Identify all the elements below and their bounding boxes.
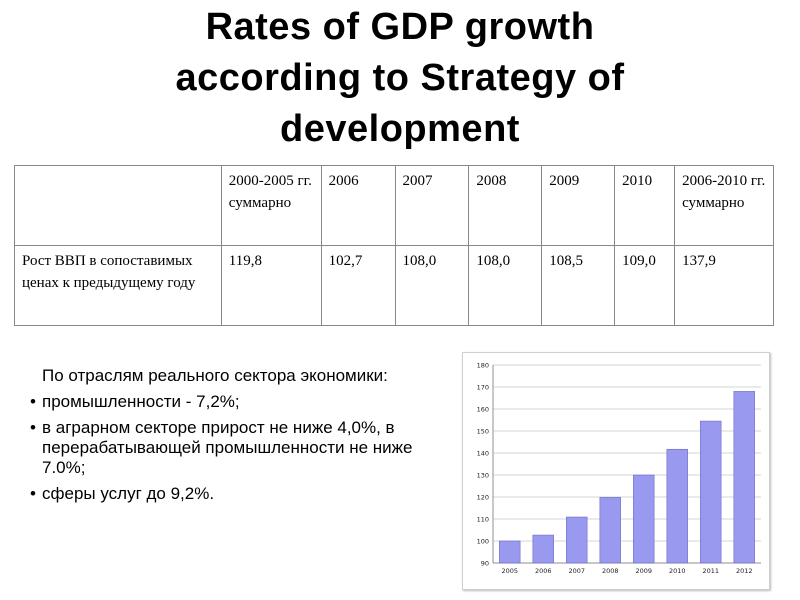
- bar: [566, 516, 588, 564]
- table-row-label: Рост ВВП в сопоставимых ценах к предыдущ…: [14, 245, 222, 326]
- list-item-text: сферы услуг до 9,2%.: [42, 484, 215, 503]
- bullet-list: • промышленности - 7,2%; • в аграрном сект…: [26, 392, 436, 504]
- bar: [532, 534, 554, 564]
- page-title: Rates of GDP growth according to Strateg…: [0, 2, 800, 155]
- title-line-1: Rates of GDP growth: [205, 6, 595, 48]
- bar: [633, 474, 655, 564]
- gdp-table: 2000-2005 гг. суммарно 2006 2007 2008 20…: [14, 165, 774, 326]
- list-item-text: промышленности - 7,2%;: [42, 392, 240, 411]
- bar: [666, 448, 688, 564]
- y-tick-label: 100: [477, 537, 489, 545]
- bullet-icon: •: [30, 392, 36, 411]
- chart-svg: 90 100 110 120 130 140 150 160 170 180 2005 2006 200…: [477, 361, 761, 575]
- x-tick-label: 2009: [635, 567, 652, 575]
- table-header-cell: 2006-2010 гг. суммарно: [674, 165, 774, 246]
- table-header-cell: 2007: [394, 165, 470, 246]
- y-tick-label: 130: [477, 471, 489, 479]
- y-tick-label: 120: [477, 493, 489, 501]
- gdp-bar-chart: 90 100 110 120 130 140 150 160 170 180 2005 2006 200…: [462, 352, 770, 590]
- list-item: • промышленности - 7,2%;: [26, 392, 436, 412]
- table-header-cell: 2006: [320, 165, 396, 246]
- table-header-cell: 2009: [541, 165, 616, 246]
- table-cell: 108,5: [541, 245, 616, 326]
- x-tick-label: 2010: [669, 567, 686, 575]
- sector-bullets: По отраслям реального сектора экономики:…: [26, 366, 436, 510]
- y-tick-label: 170: [477, 383, 489, 391]
- y-tick-label: 140: [477, 449, 489, 457]
- bar: [700, 420, 722, 564]
- bar: [733, 391, 755, 564]
- table-header-cell: 2008: [468, 165, 543, 246]
- table-cell: 137,9: [674, 245, 774, 326]
- bullet-icon: •: [30, 418, 36, 437]
- table-header-cell: 2010: [614, 165, 676, 246]
- x-tick-label: 2008: [602, 567, 619, 575]
- title-line-3: development: [280, 108, 520, 150]
- table-cell: 119,8: [220, 245, 322, 326]
- table-cell: 108,0: [394, 245, 470, 326]
- list-item-text: в аграрном секторе прирост не ниже 4,0%,…: [42, 418, 413, 477]
- x-tick-label: 2007: [568, 567, 585, 575]
- table-cell: 102,7: [320, 245, 396, 326]
- table-cell: 109,0: [614, 245, 676, 326]
- y-tick-label: 160: [477, 405, 489, 413]
- x-tick-label: 2006: [535, 567, 552, 575]
- y-tick-label: 150: [477, 427, 489, 435]
- bar: [499, 540, 521, 564]
- y-tick-label: 180: [477, 361, 489, 369]
- table-row: Рост ВВП в сопоставимых ценах к предыдущ…: [14, 245, 774, 326]
- x-tick-label: 2005: [501, 567, 518, 575]
- x-tick-label: 2011: [702, 567, 719, 575]
- bullets-intro: По отраслям реального сектора экономики:: [42, 366, 388, 385]
- table-header-cell: [14, 165, 222, 246]
- table-header-cell: 2000-2005 гг. суммарно: [220, 165, 322, 246]
- title-line-2: according to Strategy of: [175, 57, 625, 99]
- x-tick-label: 2012: [736, 567, 753, 575]
- list-item: • в аграрном секторе прирост не ниже 4,0%…: [26, 418, 436, 478]
- bar: [599, 497, 621, 564]
- table-header-row: 2000-2005 гг. суммарно 2006 2007 2008 20…: [14, 165, 774, 246]
- y-tick-label: 110: [477, 515, 489, 523]
- y-tick-label: 90: [481, 559, 489, 567]
- list-item: • сферы услуг до 9,2%.: [26, 484, 436, 504]
- bullet-icon: •: [30, 484, 36, 503]
- table-cell: 108,0: [468, 245, 543, 326]
